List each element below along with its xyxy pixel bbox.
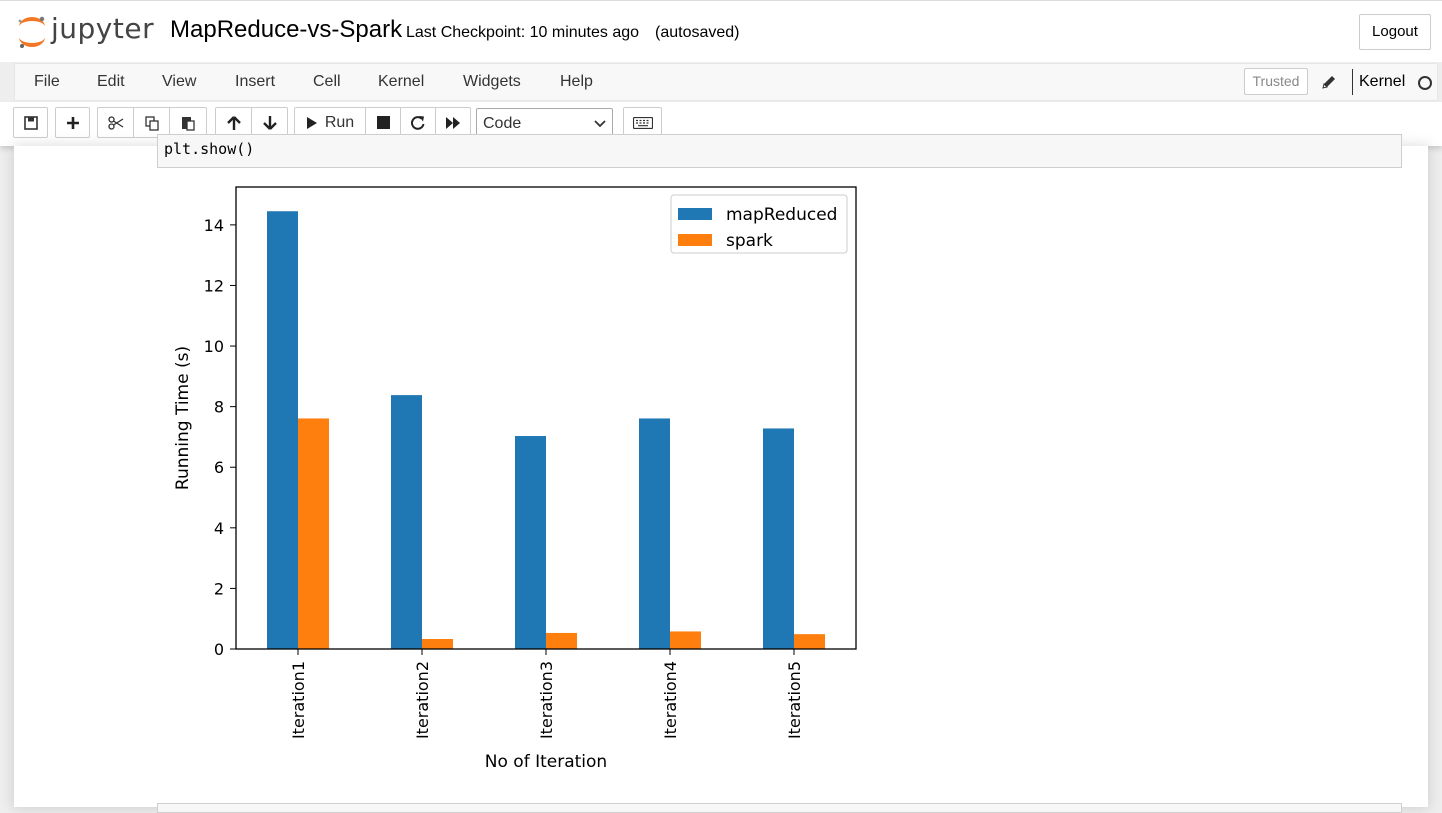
restart-icon — [411, 115, 425, 130]
header: jupyter MapReduce-vs-Spark Last Checkpoi… — [0, 0, 1442, 62]
bar-spark-Iteration2 — [422, 639, 453, 649]
y-tick-label: 12 — [204, 276, 224, 295]
bar-mapReduced-Iteration5 — [763, 428, 794, 649]
x-tick-label: Iteration1 — [289, 661, 308, 739]
notebook-title[interactable]: MapReduce-vs-Spark — [170, 16, 403, 43]
menu-edit[interactable]: Edit — [97, 73, 125, 90]
save-button[interactable] — [13, 107, 48, 138]
kernel-status-icon — [1418, 76, 1432, 90]
copy-button[interactable] — [133, 107, 170, 138]
menu-help[interactable]: Help — [560, 73, 593, 90]
y-tick-label: 8 — [214, 398, 224, 417]
bar-mapReduced-Iteration1 — [267, 211, 298, 649]
x-tick-label: Iteration2 — [413, 661, 432, 739]
arrow-down-icon — [262, 115, 277, 130]
menu-insert[interactable]: Insert — [235, 73, 276, 90]
arrow-up-icon — [226, 115, 241, 130]
x-tick-label: Iteration5 — [785, 661, 804, 739]
logo-text: jupyter — [51, 12, 155, 45]
menu-cell[interactable]: Cell — [313, 73, 341, 90]
menu-widgets[interactable]: Widgets — [463, 73, 521, 90]
checkpoint-status: Last Checkpoint: 10 minutes ago — [406, 24, 640, 41]
menu-kernel[interactable]: Kernel — [378, 73, 425, 90]
menu-file[interactable]: File — [34, 73, 60, 90]
bar-spark-Iteration3 — [546, 632, 577, 649]
jupyter-logo-icon — [18, 16, 45, 48]
stop-icon — [376, 116, 390, 129]
plus-icon — [66, 116, 79, 129]
x-tick-label: Iteration3 — [537, 661, 556, 739]
restart-run-all-button[interactable] — [435, 107, 471, 138]
run-button[interactable]: Run — [294, 107, 366, 138]
y-tick-label: 6 — [214, 458, 224, 477]
y-tick-label: 14 — [204, 216, 224, 235]
cut-button[interactable] — [97, 107, 134, 138]
cut-icon — [107, 115, 123, 130]
legend-swatch-spark — [678, 234, 712, 246]
keyboard-icon — [632, 116, 653, 129]
legend-label-mapReduced: mapReduced — [726, 205, 837, 225]
pencil-icon[interactable] — [1320, 73, 1338, 91]
legend-swatch-mapReduced — [678, 208, 712, 220]
bar-spark-Iteration5 — [794, 634, 825, 649]
copy-icon — [144, 115, 159, 131]
bar-mapReduced-Iteration3 — [515, 436, 546, 649]
code-cell[interactable]: plt.show() — [157, 134, 1402, 168]
logout-button[interactable]: Logout — [1359, 14, 1431, 50]
bar-mapReduced-Iteration4 — [639, 418, 670, 649]
chevron-down-icon — [594, 120, 606, 128]
y-tick-label: 4 — [214, 519, 224, 538]
code-text[interactable]: plt.show() — [164, 140, 255, 158]
fast-forward-icon — [446, 116, 460, 129]
y-axis-label: Running Time (s) — [173, 346, 193, 490]
legend-label-spark: spark — [726, 231, 773, 251]
kernel-name: Kernel — [1359, 73, 1406, 90]
command-palette-button[interactable] — [623, 107, 662, 138]
run-label: Run — [324, 113, 355, 131]
notebook-container — [14, 146, 1428, 807]
cell-type-value: Code — [483, 115, 522, 132]
paste-button[interactable] — [169, 107, 207, 138]
bar-chart: 0 2 4 6 8 10 12 14 Iteration1 Iteration2 Iteration… — [173, 186, 857, 772]
bar-spark-Iteration1 — [298, 418, 329, 649]
paste-icon — [182, 116, 195, 131]
kernel-separator — [1352, 69, 1353, 95]
x-axis-label: No of Iteration — [485, 752, 607, 772]
play-icon — [306, 116, 317, 129]
insert-cell-button[interactable] — [55, 107, 90, 138]
cell-type-select[interactable]: Code — [476, 108, 613, 139]
bar-spark-Iteration4 — [670, 631, 701, 649]
trusted-indicator[interactable]: Trusted — [1244, 68, 1308, 95]
x-tick-label: Iteration4 — [661, 661, 680, 739]
jupyter-logo[interactable]: jupyter — [16, 12, 156, 51]
menu-view[interactable]: View — [162, 73, 197, 90]
y-tick-label: 2 — [214, 579, 224, 598]
next-cell[interactable] — [157, 803, 1402, 813]
menubar: File Edit View Insert Cell Kernel Widget… — [14, 63, 1438, 101]
save-icon — [23, 115, 38, 130]
legend-box — [670, 194, 848, 254]
bar-mapReduced-Iteration2 — [391, 395, 422, 649]
move-up-button[interactable] — [215, 107, 252, 138]
autosave-status: (autosaved) — [655, 24, 740, 41]
restart-button[interactable] — [400, 107, 436, 138]
y-tick-label: 10 — [204, 337, 224, 356]
y-tick-label: 0 — [214, 640, 224, 659]
